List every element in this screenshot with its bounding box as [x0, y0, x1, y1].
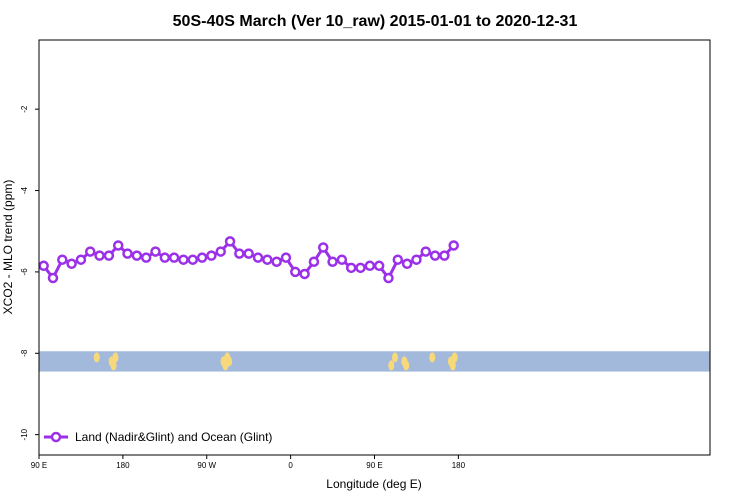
land-patch: [451, 352, 458, 363]
data-point: [206, 250, 217, 261]
land-patch: [403, 360, 410, 371]
data-point: [243, 248, 254, 259]
data-point: [196, 252, 208, 263]
data-point: [187, 254, 199, 265]
data-point: [373, 260, 385, 272]
legend-marker: [50, 431, 62, 443]
data-point: [112, 240, 124, 251]
data-point: [383, 272, 394, 284]
x-tick-label: 0: [288, 461, 293, 470]
data-point: [103, 250, 115, 261]
data-point: [336, 254, 348, 265]
data-point: [280, 252, 292, 263]
data-point: [420, 246, 432, 257]
data-point: [355, 262, 366, 274]
data-point: [47, 272, 59, 284]
x-axis-label: Longitude (deg E): [326, 477, 421, 491]
x-tick-label: 180: [116, 461, 130, 470]
x-tick-label: 180: [452, 461, 466, 470]
y-axis: -2 -4 -6 -8 -10: [20, 105, 39, 440]
land-patch: [449, 360, 456, 371]
data-point: [271, 256, 282, 267]
ocean-band: [39, 351, 710, 372]
x-axis: 90 E 180 90 W 0 90 E 180: [31, 455, 466, 470]
plot-frame: [38, 39, 711, 456]
data-point: [159, 252, 171, 263]
chart-title: 50S-40S March (Ver 10_raw) 2015-01-01 to…: [173, 13, 578, 30]
data-point: [140, 252, 152, 263]
land-patch: [110, 360, 117, 371]
data-point: [85, 246, 96, 257]
data-point: [429, 250, 441, 261]
land-patch: [429, 352, 436, 363]
data-point: [308, 256, 320, 267]
data-point: [252, 252, 264, 263]
x-tick-label: 90 E: [31, 461, 47, 470]
data-point: [57, 254, 68, 265]
data-point: [234, 248, 245, 259]
land-patch: [392, 352, 399, 363]
y-tick-label: -6: [20, 268, 29, 276]
data-point: [178, 254, 189, 265]
y-tick-label: -2: [20, 105, 29, 113]
data-point: [290, 266, 301, 278]
data-point: [168, 252, 180, 263]
land-patch: [112, 352, 119, 363]
data-point: [131, 250, 143, 261]
legend-label: Land (Nadir&Glint) and Ocean (Glint): [75, 430, 272, 444]
series-layer: [38, 236, 459, 284]
data-point: [94, 250, 105, 261]
data-point: [38, 260, 49, 272]
data-point: [401, 258, 413, 270]
data-point: [299, 268, 310, 280]
y-axis-label: XCO2 - MLO trend (ppm): [1, 180, 15, 315]
data-point: [364, 260, 376, 272]
data-point: [224, 236, 236, 247]
land-patch: [226, 356, 233, 367]
x-tick-label: 90 W: [197, 461, 216, 470]
data-point: [262, 254, 273, 265]
data-point: [75, 254, 87, 265]
data-point: [150, 246, 161, 257]
y-tick-label: -10: [20, 428, 29, 440]
legend: Land (Nadir&Glint) and Ocean (Glint): [44, 430, 272, 444]
data-point: [122, 248, 133, 259]
land-patch: [388, 360, 395, 371]
data-point: [66, 258, 77, 270]
data-point: [448, 240, 459, 251]
y-tick-label: -4: [20, 186, 29, 194]
data-point: [215, 246, 226, 257]
data-point: [439, 250, 450, 261]
map-band: [39, 351, 710, 372]
x-tick-label: 90 E: [366, 461, 382, 470]
y-tick-label: -8: [20, 349, 29, 357]
data-point: [327, 256, 338, 267]
land-patch: [93, 352, 100, 363]
data-point: [411, 254, 422, 265]
data-point: [392, 254, 404, 265]
data-point: [345, 262, 357, 274]
series-line: [42, 239, 455, 280]
data-point: [317, 242, 329, 253]
